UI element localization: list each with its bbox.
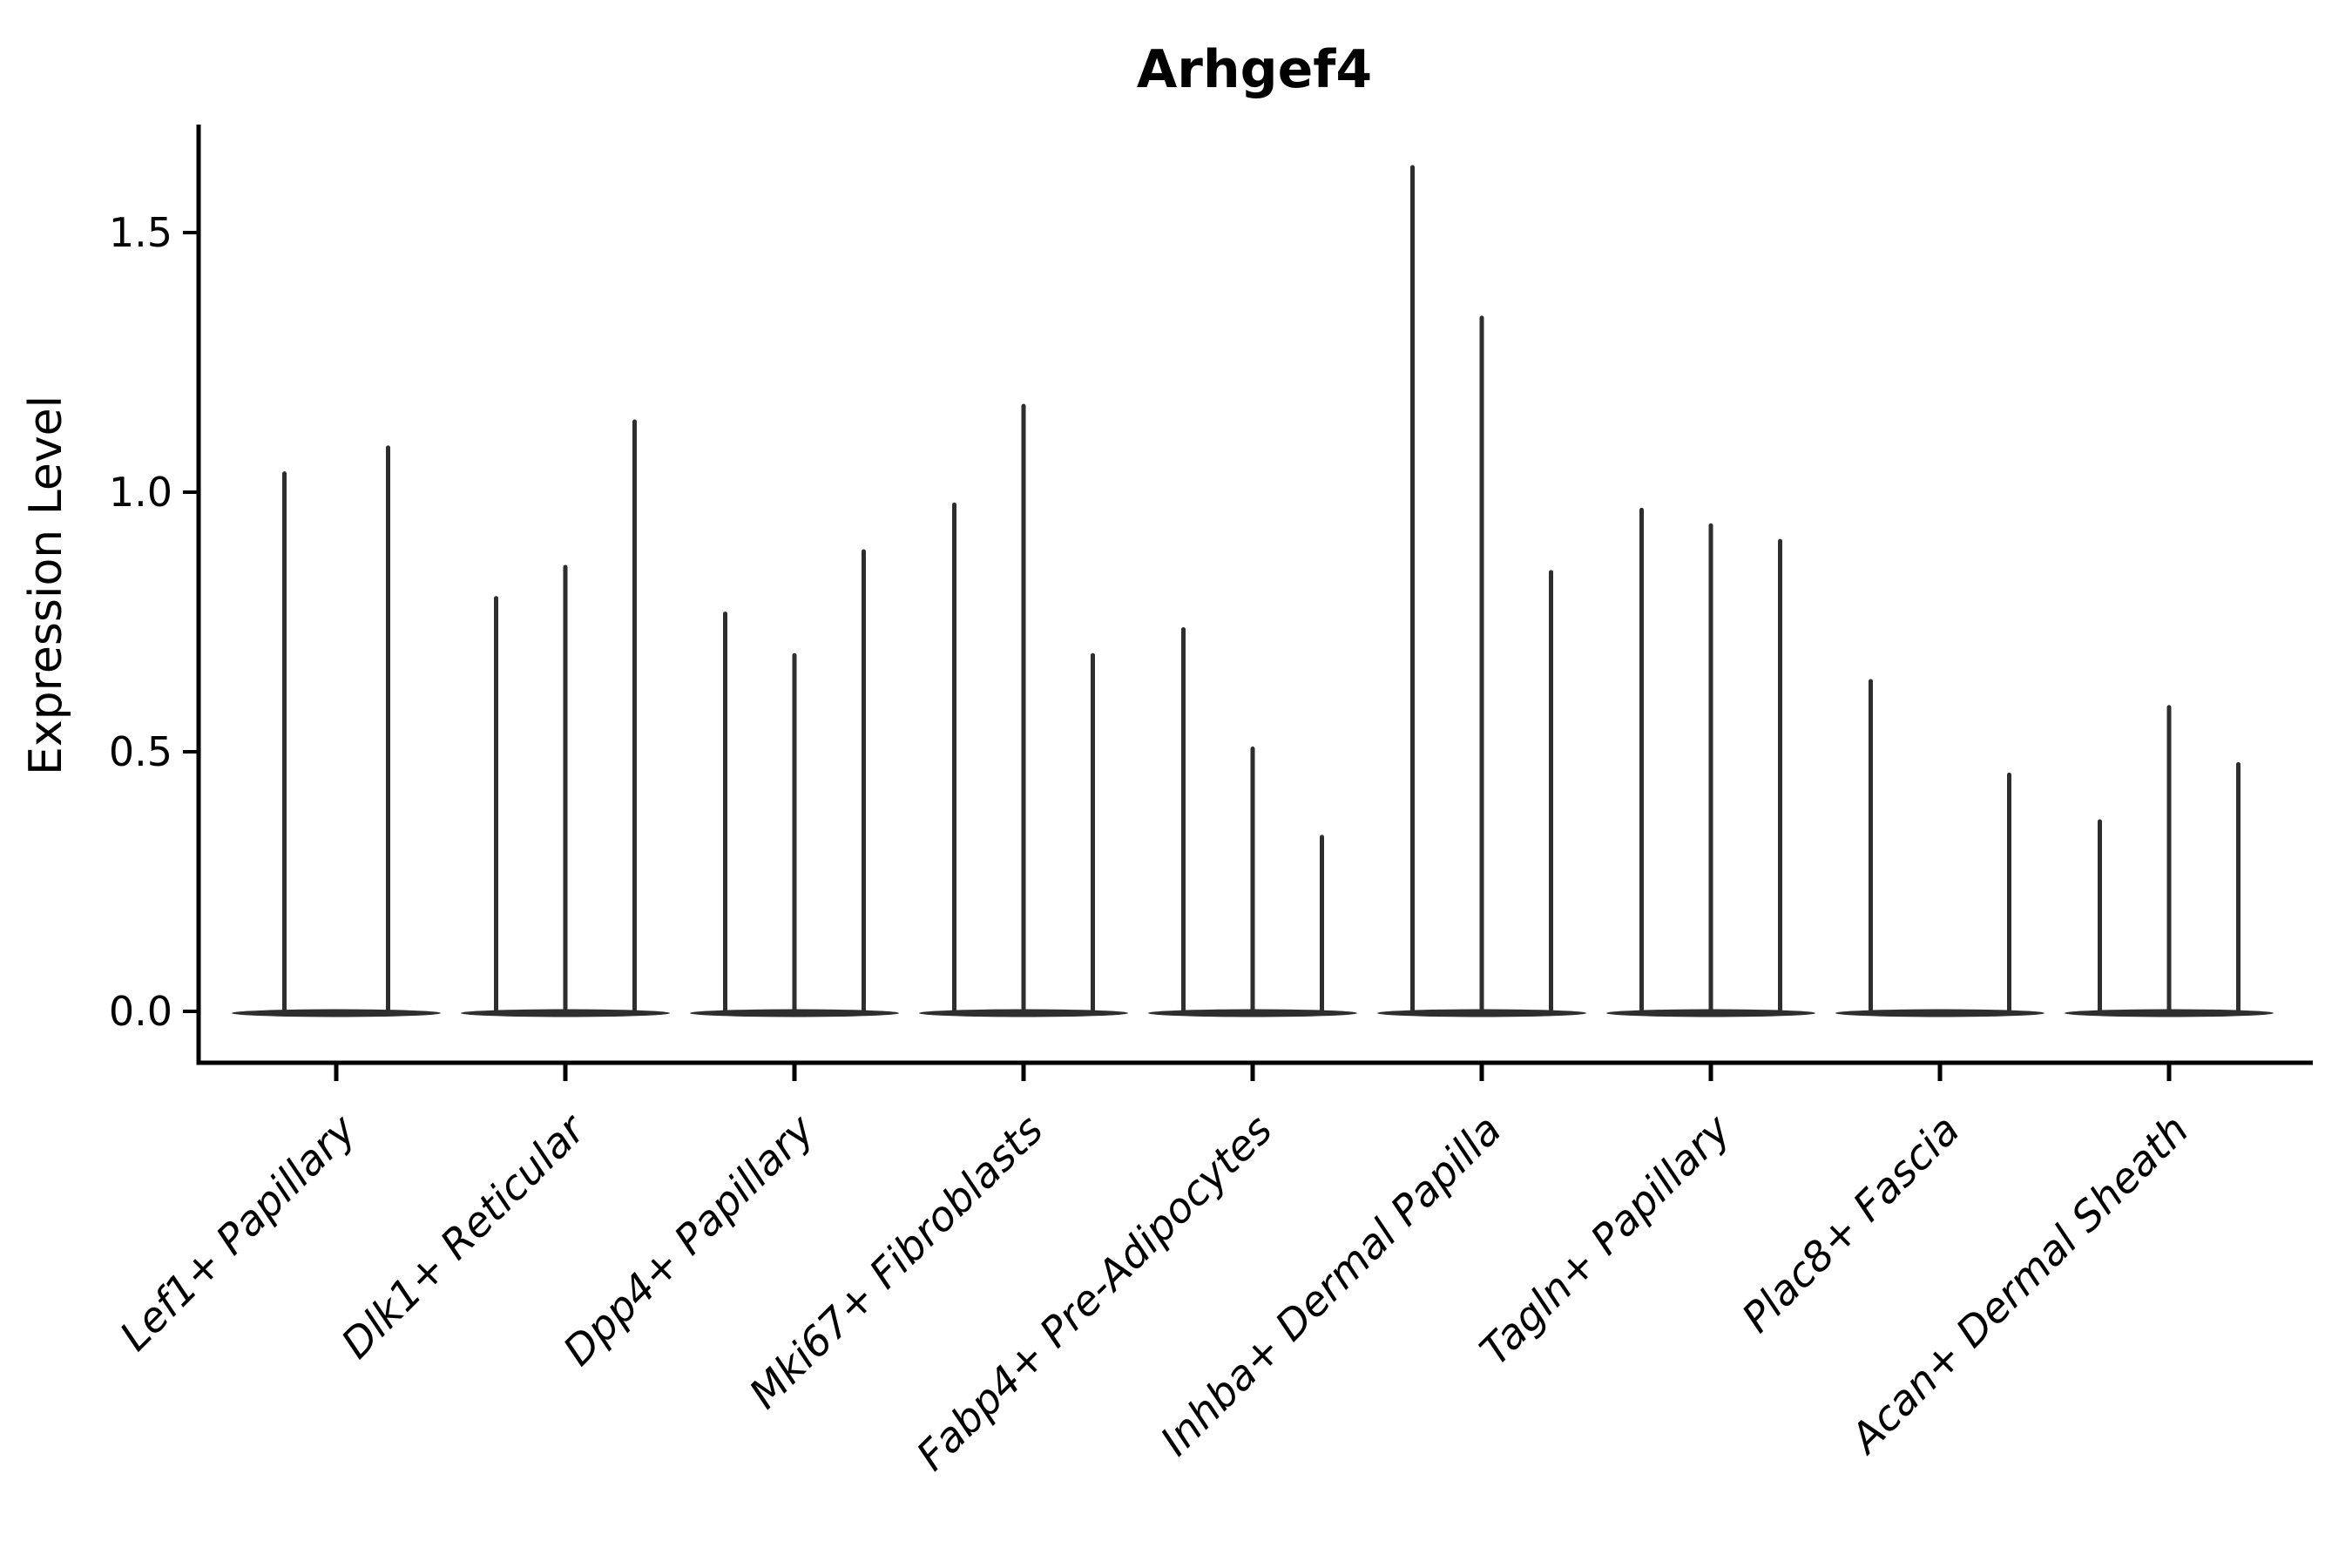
x-tick-label: Tagln+ Papillary xyxy=(1471,1105,1741,1375)
violin-spike xyxy=(1021,403,1026,1013)
x-tick-label: Plac8+ Fascia xyxy=(1733,1106,1969,1342)
violin-spike xyxy=(1639,507,1644,1013)
violin-spike xyxy=(1091,652,1095,1013)
violin-body xyxy=(232,1009,441,1017)
y-tick-label: 1.0 xyxy=(109,469,172,516)
violin-spike xyxy=(2007,772,2011,1013)
violin-spike xyxy=(1320,835,1324,1013)
violin-spike xyxy=(1181,626,1186,1013)
violin-spike xyxy=(723,612,727,1013)
y-tick-label: 0.0 xyxy=(109,988,172,1035)
x-tick-label: Lef1+ Papillary xyxy=(111,1105,366,1361)
violin-spike xyxy=(1549,570,1553,1013)
violin-spike xyxy=(1479,315,1484,1013)
violin-spike xyxy=(282,471,287,1013)
violin-spike xyxy=(494,596,498,1013)
violin-spike xyxy=(563,564,568,1013)
violin-spike xyxy=(1708,523,1713,1013)
violin-spike xyxy=(1869,679,1873,1013)
violin-spike xyxy=(792,652,797,1013)
x-tick-label: Dpp4+ Papillary xyxy=(554,1105,824,1375)
chart-title: Arhgef4 xyxy=(1137,39,1372,100)
violin-spike xyxy=(2166,705,2172,1013)
y-tick-label: 1.5 xyxy=(109,209,172,256)
violin-spike xyxy=(2236,761,2240,1013)
violin-spike xyxy=(1250,747,1255,1013)
y-tick-label: 0.5 xyxy=(109,728,172,775)
violin-body xyxy=(1835,1009,2044,1017)
violin-spike xyxy=(1778,538,1782,1013)
violin-spike xyxy=(2098,819,2102,1013)
violin-spike xyxy=(632,419,637,1013)
violin-spike xyxy=(952,502,956,1013)
x-tick-label: Dlk1+ Reticular xyxy=(333,1105,597,1369)
y-axis-label: Expression Level xyxy=(20,395,72,775)
violin-spike xyxy=(1410,165,1415,1013)
violin-spike xyxy=(386,445,390,1013)
violin-spike xyxy=(862,549,866,1013)
